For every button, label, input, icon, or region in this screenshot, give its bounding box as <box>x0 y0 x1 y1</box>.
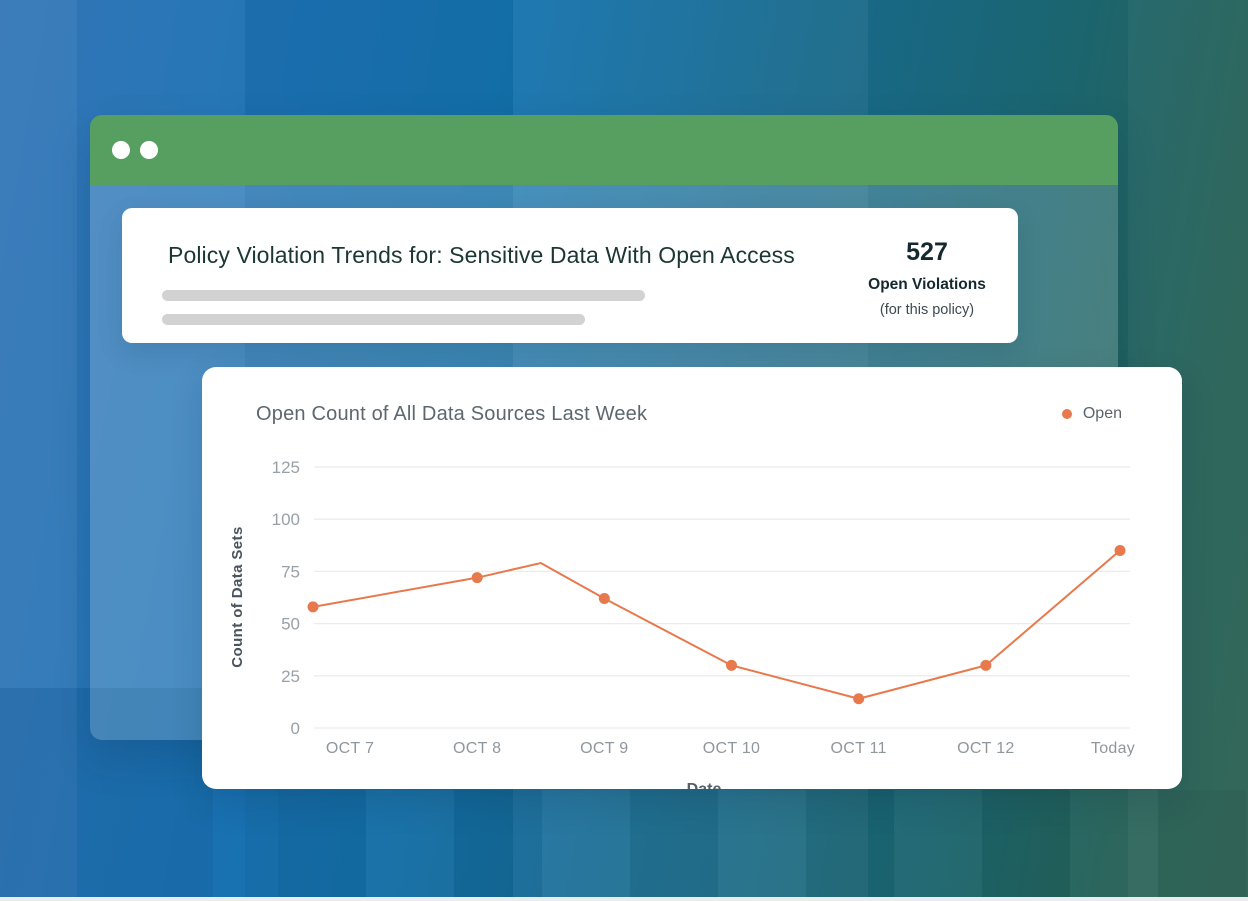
skeleton-line <box>162 290 645 301</box>
legend-item-open[interactable]: Open <box>1061 405 1122 423</box>
window-titlebar <box>90 115 1118 185</box>
y-tick-label: 0 <box>291 719 300 738</box>
data-point[interactable] <box>853 693 865 705</box>
y-tick-label: 125 <box>272 458 300 477</box>
trend-line <box>312 549 1121 700</box>
open-violations-sublabel: (for this policy) <box>879 302 975 318</box>
x-tick-label: Today <box>1091 740 1135 757</box>
chart-card: Open Count of All Data Sources Last Week… <box>202 367 1182 789</box>
open-violations-stat: 527 Open Violations (for this policy) <box>852 208 1018 343</box>
legend-label: Open <box>1082 405 1122 422</box>
window-control-dot[interactable] <box>140 141 158 159</box>
x-tick-label: OCT 10 <box>703 740 761 757</box>
y-tick-label: 25 <box>281 667 300 686</box>
skeleton-line <box>162 314 585 325</box>
background-band <box>278 790 366 897</box>
data-point[interactable] <box>471 572 483 584</box>
background-band <box>1158 790 1246 897</box>
open-violations-label: Open Violations <box>868 276 986 293</box>
y-tick-label: 50 <box>281 615 300 634</box>
background-patch <box>0 688 213 901</box>
background-band <box>806 790 894 897</box>
background-band <box>894 790 982 897</box>
data-point[interactable] <box>980 659 992 671</box>
y-axis-title: Count of Data Sets <box>229 526 246 667</box>
policy-trends-title: Policy Violation Trends for: Sensitive D… <box>168 242 795 268</box>
background-band <box>630 790 718 897</box>
background-band <box>454 790 542 897</box>
open-violations-count: 527 <box>906 238 948 266</box>
background-band <box>366 790 454 897</box>
x-tick-label: OCT 11 <box>831 740 887 757</box>
background-bottom-edge <box>0 897 1248 901</box>
legend-dot-icon <box>1061 409 1072 419</box>
x-tick-label: OCT 12 <box>957 740 1015 757</box>
data-point[interactable] <box>1114 545 1126 557</box>
y-tick-label: 100 <box>272 510 300 529</box>
x-tick-label: OCT 9 <box>580 740 628 757</box>
background-band <box>542 790 630 897</box>
data-point[interactable] <box>726 659 738 671</box>
background-bottom-strip <box>0 790 1248 897</box>
background-band <box>1070 790 1158 897</box>
background-band <box>718 790 806 897</box>
x-axis-title: Date <box>687 781 722 789</box>
data-point[interactable] <box>307 601 319 613</box>
line-chart: 0 25 50 75 100 125 OCT 7 OCT 8 OCT 9 OCT 10 OCT 11… <box>229 458 1135 789</box>
data-point[interactable] <box>598 593 610 605</box>
background-band <box>982 790 1070 897</box>
x-tick-label: OCT 8 <box>453 740 501 757</box>
background-band <box>0 0 77 901</box>
y-tick-label: 75 <box>281 562 300 581</box>
policy-summary-card: Policy Violation Trends for: Sensitive D… <box>122 208 1018 343</box>
window-control-dot[interactable] <box>112 141 130 159</box>
chart-title: Open Count of All Data Sources Last Week <box>256 403 648 425</box>
x-tick-label: OCT 7 <box>326 740 374 757</box>
